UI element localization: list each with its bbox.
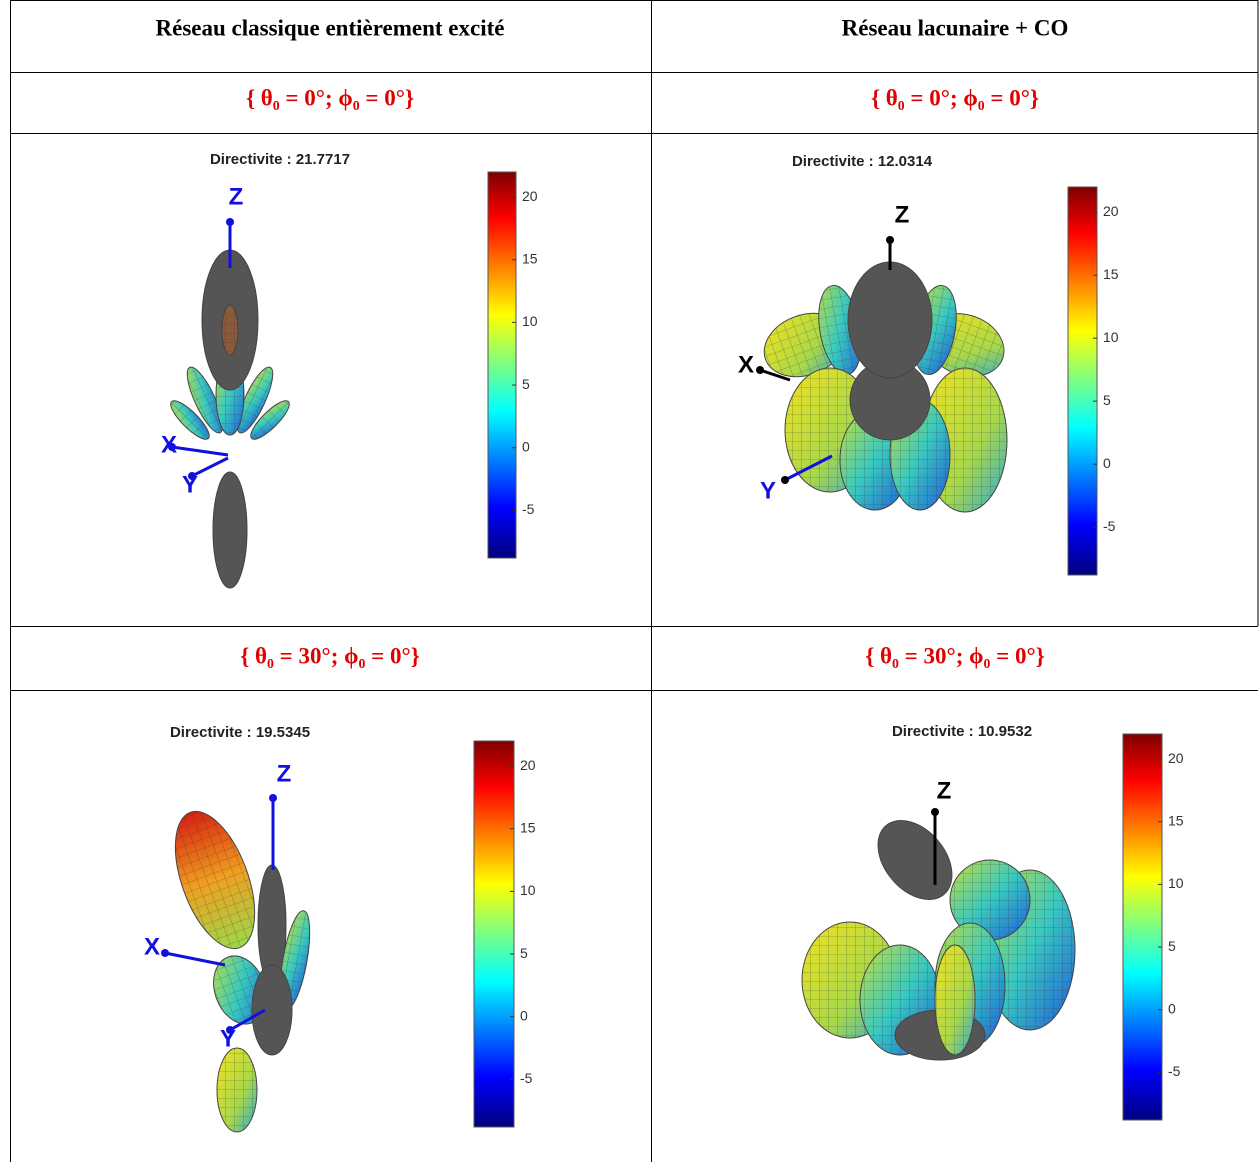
colorbar-tick-label: 20 (1168, 750, 1184, 766)
colorbar-tick-label: -5 (1168, 1063, 1181, 1079)
axis-line (171, 445, 229, 457)
colorbar-tick-label: 20 (522, 188, 538, 204)
axis-head (226, 218, 234, 226)
colorbar-tick-label: 15 (1103, 266, 1119, 282)
steering-condition: { θ₀ = 0°; ϕ₀ = 0°} (246, 85, 414, 110)
colorbar-tick-label: 20 (520, 757, 536, 773)
axis-head (756, 366, 764, 374)
colorbar (487, 171, 517, 559)
axis-label: X (738, 351, 754, 378)
axis-line (164, 951, 226, 967)
radiation-pattern: Z X Y (738, 201, 1008, 513)
colorbar-tick-label: 15 (1168, 812, 1184, 828)
lobe-mesh (950, 860, 1030, 940)
axis-head (188, 472, 196, 480)
lobe (251, 964, 293, 1056)
axis-head (269, 794, 277, 802)
colorbar (1067, 186, 1098, 576)
lobe-mesh (935, 945, 975, 1055)
plot-title: Directivite : 12.0314 (792, 153, 933, 170)
colorbar-tick-label: 0 (1103, 455, 1111, 471)
radiation-pattern: Z XY (161, 183, 290, 589)
lobe (847, 261, 933, 379)
axis-head (226, 1026, 234, 1034)
colorbar-tick-label: 0 (522, 438, 530, 454)
axis-head (781, 476, 789, 484)
plot-title: Directivite : 10.9532 (892, 723, 1032, 740)
column-header: Réseau classique entièrement excité (156, 15, 505, 40)
colorbar-tick-label: 10 (522, 313, 538, 329)
lobe-mesh (217, 1048, 257, 1132)
lobe (877, 820, 953, 900)
table-borders (10, 0, 1259, 1162)
axis-head (161, 949, 169, 957)
lobe (212, 471, 248, 589)
colorbar-tick-label: 10 (1168, 875, 1184, 891)
colorbar (1122, 733, 1163, 1121)
axis-line (229, 1008, 266, 1032)
colorbar-tick-label: 5 (520, 945, 528, 961)
lobe-mesh (250, 400, 290, 440)
colorbar-tick-label: 5 (1168, 938, 1176, 954)
plot-title: Directivite : 21.7717 (210, 151, 350, 168)
axis-label: Z (229, 183, 244, 210)
colorbar-tick-label: -5 (522, 501, 535, 517)
lobe-mesh (170, 400, 210, 440)
colorbar-tick-label: -5 (520, 1070, 533, 1086)
lobe-mesh (175, 811, 255, 949)
column-header: Réseau lacunaire + CO (842, 15, 1069, 40)
axis-label: Y (220, 1025, 236, 1052)
plot-title: Directivite : 19.5345 (170, 724, 310, 741)
colorbar-tick-label: 15 (522, 250, 538, 266)
axis-label: Y (182, 471, 198, 498)
axis-head (886, 236, 894, 244)
lobe-mesh (187, 367, 223, 433)
radiation-pattern: Z (801, 777, 1076, 1061)
steering-condition: { θ₀ = 30°; ϕ₀ = 0°} (240, 643, 420, 668)
axis-label: Z (937, 777, 952, 804)
colorbar (473, 740, 515, 1128)
axis-line (784, 454, 833, 482)
axis-label: Z (277, 760, 292, 787)
axis-line (191, 456, 229, 478)
axis-line (759, 368, 791, 382)
axis-head (931, 808, 939, 816)
colorbar-tick-label: 5 (522, 376, 530, 392)
axis-label: X (161, 431, 177, 458)
colorbar-tick-label: 5 (1103, 392, 1111, 408)
axis-head (168, 443, 176, 451)
colorbar-tick-label: 15 (520, 819, 536, 835)
colorbar-tick-label: 0 (1168, 1000, 1176, 1016)
colorbar-tick-label: 10 (1103, 329, 1119, 345)
axis-label: Z (895, 201, 910, 228)
radiation-pattern: Z X Y (144, 760, 311, 1133)
colorbar-tick-label: 20 (1103, 203, 1119, 219)
colorbar-tick-label: -5 (1103, 518, 1116, 534)
steering-condition: { θ₀ = 30°; ϕ₀ = 0°} (865, 643, 1045, 668)
steering-condition: { θ₀ = 0°; ϕ₀ = 0°} (871, 85, 1039, 110)
colorbar-tick-label: 10 (520, 882, 536, 898)
lobe-mesh (222, 305, 238, 355)
axis-label: Y (760, 477, 776, 504)
lobe-mesh (237, 367, 273, 433)
axis-label: X (144, 933, 160, 960)
colorbar-tick-label: 0 (520, 1007, 528, 1023)
